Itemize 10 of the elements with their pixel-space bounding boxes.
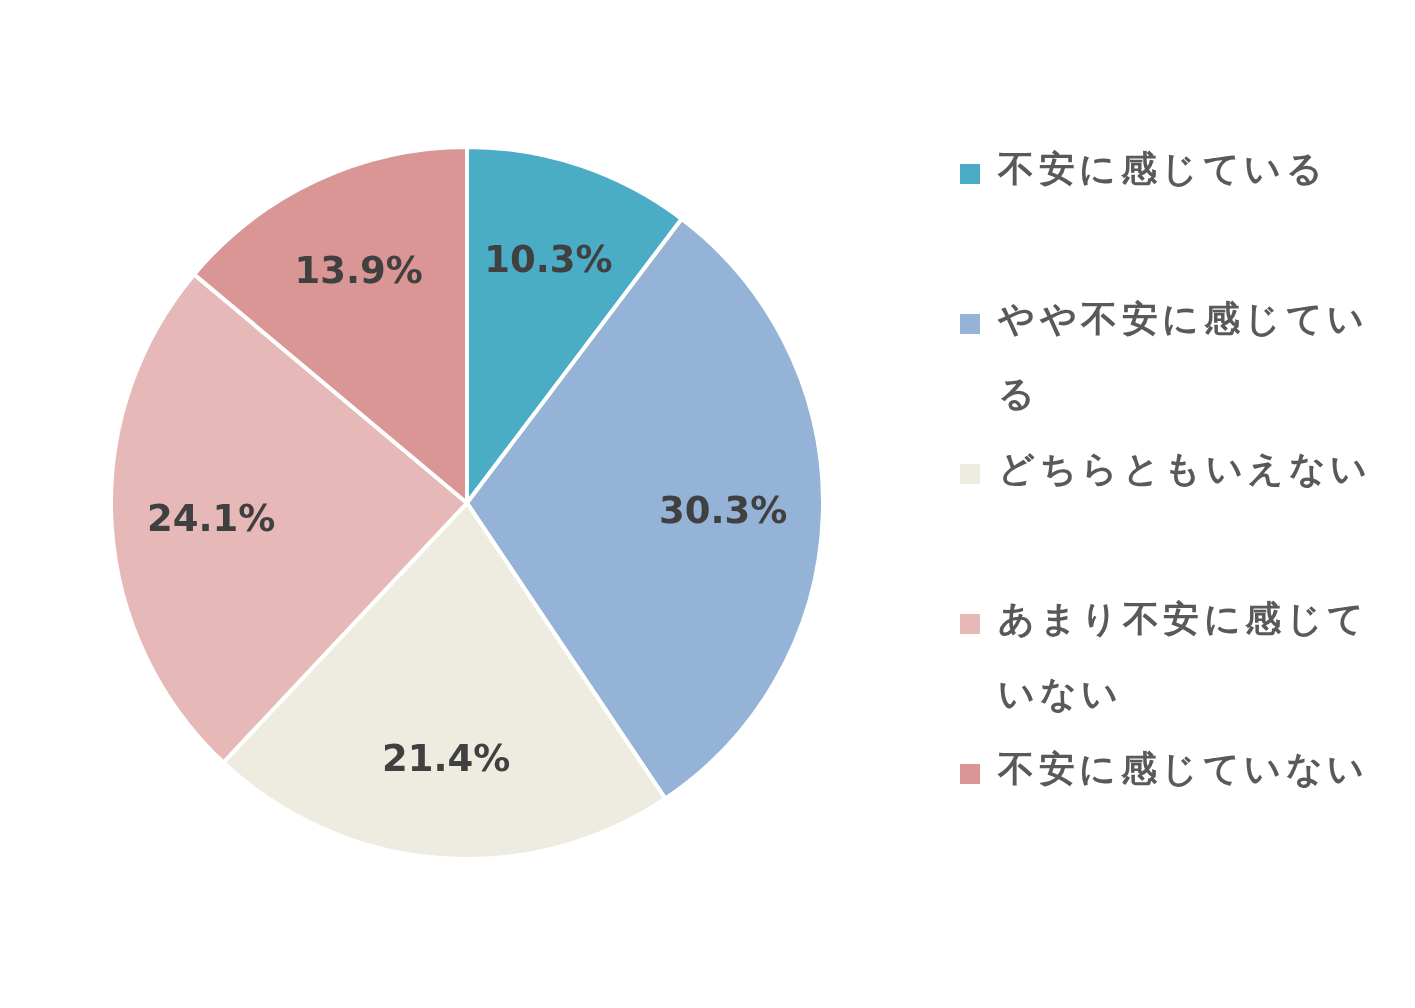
legend-label: あまり不安に感じていない	[998, 597, 1370, 716]
legend-label: 不安に感じていない	[998, 747, 1370, 791]
data-label: 30.3%	[659, 488, 788, 532]
legend-label: 不安に感じている	[998, 147, 1328, 191]
data-label: 13.9%	[294, 249, 423, 293]
legend-label: やや不安に感じている	[998, 297, 1370, 416]
data-label: 24.1%	[146, 496, 276, 540]
legend-label: どちらともいえない	[998, 447, 1373, 491]
data-label: 10.3%	[484, 238, 613, 282]
data-label: 21.4%	[381, 736, 511, 780]
